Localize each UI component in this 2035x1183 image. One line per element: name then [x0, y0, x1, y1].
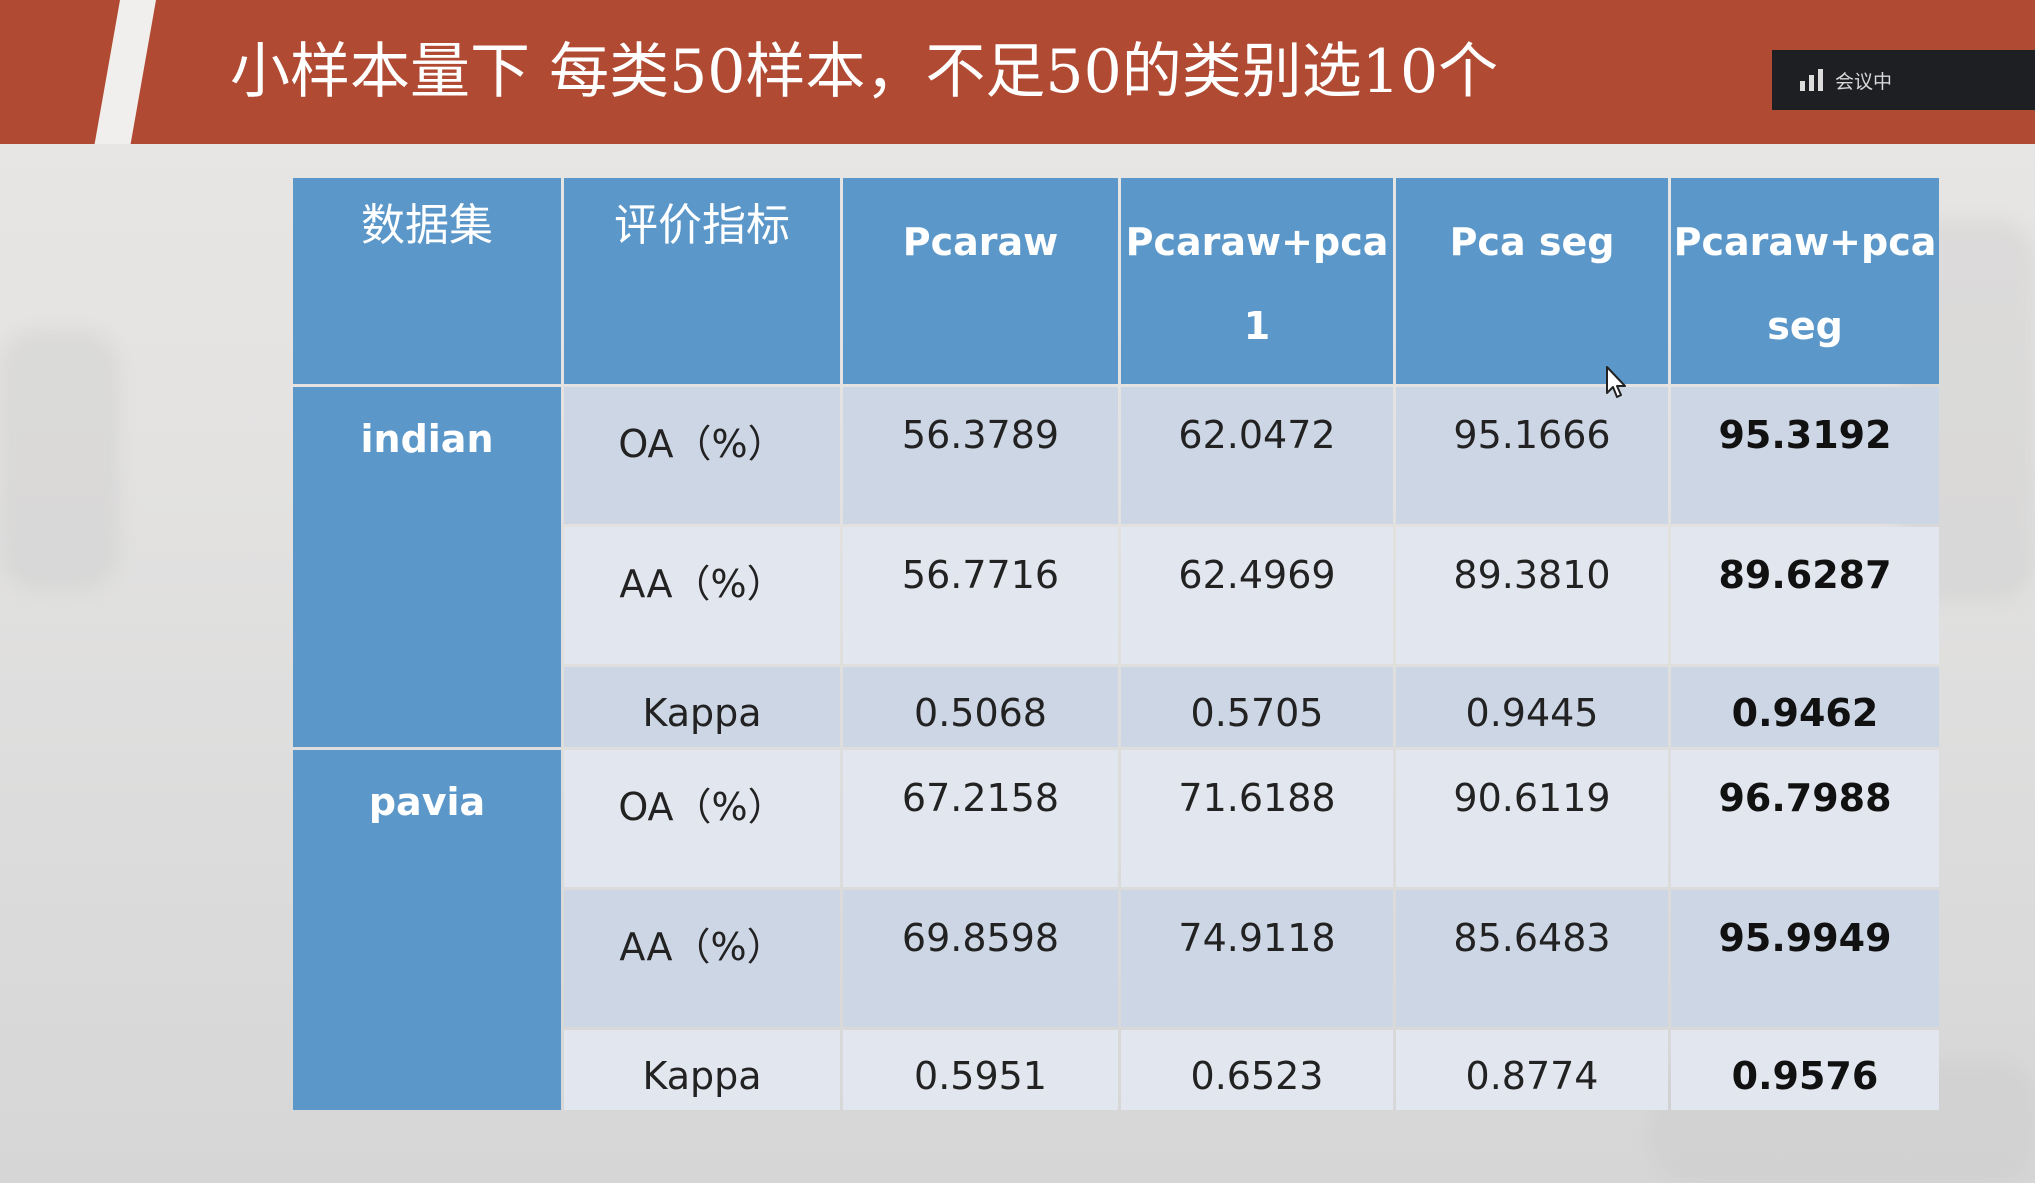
- value-cell: 89.3810: [1396, 527, 1668, 664]
- value-cell: 71.6188: [1121, 750, 1393, 887]
- value-cell: 0.6523: [1121, 1030, 1393, 1110]
- value-cell: 56.7716: [843, 527, 1118, 664]
- title-bar: 小样本量下 每类50样本，不足50的类别选10个: [0, 0, 2035, 144]
- best-value-cell: 95.3192: [1671, 387, 1939, 524]
- best-value-cell: 0.9576: [1671, 1030, 1939, 1110]
- header-metric: 评价指标: [564, 178, 840, 384]
- value-cell: 0.9445: [1396, 667, 1668, 747]
- value-cell: 0.5705: [1121, 667, 1393, 747]
- value-cell: 62.0472: [1121, 387, 1393, 524]
- value-cell: 0.5068: [843, 667, 1118, 747]
- table-header-row: 数据集 评价指标 Pcaraw Pcaraw+pca 1 Pca seg Pcar…: [293, 178, 1939, 384]
- slide-title: 小样本量下 每类50样本，不足50的类别选10个: [230, 37, 1499, 107]
- meeting-status-label: 会议中: [1835, 70, 1893, 93]
- results-table: 数据集 评价指标 Pcaraw Pcaraw+pca 1 Pca seg Pcar…: [290, 175, 1942, 1113]
- value-cell: 0.5951: [843, 1030, 1118, 1110]
- metric-cell: Kappa: [564, 667, 840, 747]
- best-value-cell: 0.9462: [1671, 667, 1939, 747]
- dataset-cell-indian: indian: [293, 387, 561, 747]
- header-pcaraw-pca-seg: Pcaraw+pca seg: [1671, 178, 1939, 384]
- metric-cell: OA（%）: [564, 387, 840, 524]
- table-row: Kappa 0.5951 0.6523 0.8774 0.9576: [293, 1030, 1939, 1110]
- table-row: pavia OA（%） 67.2158 71.6188 90.6119 96.7…: [293, 750, 1939, 1110]
- metric-cell: OA（%）: [564, 750, 840, 887]
- value-cell: 85.6483: [1396, 890, 1668, 1027]
- header-dataset: 数据集: [293, 178, 561, 384]
- metric-cell: AA（%）: [564, 890, 840, 1027]
- title-slant-decoration: [94, 0, 156, 144]
- value-cell: 90.6119: [1396, 750, 1668, 887]
- metric-cell: AA（%）: [564, 527, 840, 664]
- value-cell: 62.4969: [1121, 527, 1393, 664]
- value-cell: 69.8598: [843, 890, 1118, 1027]
- header-pcaraw-pca1: Pcaraw+pca 1: [1121, 178, 1393, 384]
- table-row: Kappa 0.5068 0.5705 0.9445 0.9462: [293, 667, 1939, 747]
- value-cell: 95.1666: [1396, 387, 1668, 524]
- metric-cell: Kappa: [564, 1030, 840, 1110]
- dataset-cell-pavia: pavia: [293, 750, 561, 1110]
- value-cell: 56.3789: [843, 387, 1118, 524]
- table-row: AA（%） 56.7716 62.4969 89.3810 89.6287: [293, 527, 1939, 664]
- table-row: AA（%） 69.8598 74.9118 85.6483 95.9949: [293, 890, 1939, 1027]
- value-cell: 67.2158: [843, 750, 1118, 887]
- header-pca-seg: Pca seg: [1396, 178, 1668, 384]
- best-value-cell: 95.9949: [1671, 890, 1939, 1027]
- best-value-cell: 96.7988: [1671, 750, 1939, 887]
- table-row: indian OA（%） 56.3789 62.0472 95.1666 95.…: [293, 387, 1939, 747]
- meeting-status-badge[interactable]: 会议中: [1772, 50, 2035, 110]
- header-pcaraw: Pcaraw: [843, 178, 1118, 384]
- results-table-container: 数据集 评价指标 Pcaraw Pcaraw+pca 1 Pca seg Pcar…: [290, 175, 1942, 1113]
- signal-bars-icon: [1800, 69, 1823, 91]
- mouse-pointer-icon: [1606, 366, 1626, 398]
- value-cell: 0.8774: [1396, 1030, 1668, 1110]
- best-value-cell: 89.6287: [1671, 527, 1939, 664]
- value-cell: 74.9118: [1121, 890, 1393, 1027]
- background-shape: [0, 330, 120, 590]
